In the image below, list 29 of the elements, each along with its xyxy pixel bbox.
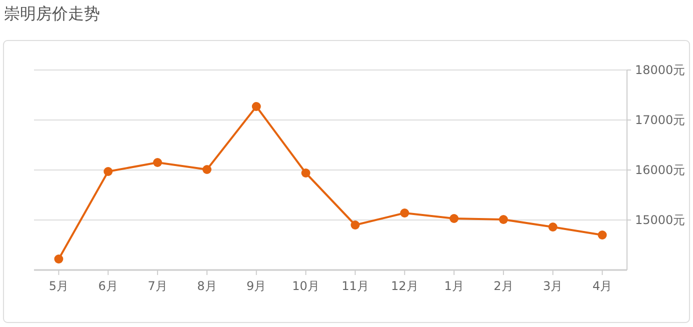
point: [153, 158, 162, 167]
point: [450, 214, 459, 223]
y-tick-label: 17000元: [635, 113, 686, 128]
point: [400, 208, 410, 218]
x-tick-label: 3月: [543, 279, 563, 293]
point: [104, 167, 113, 176]
chart-title: 崇明房价走势: [4, 4, 100, 23]
x-tick-label: 2月: [494, 279, 514, 293]
y-tick-label: 16000元: [635, 163, 686, 178]
point: [252, 102, 261, 111]
y-tick-label: 15000元: [635, 213, 686, 228]
x-tick-label: 8月: [197, 279, 217, 293]
x-tick-label: 4月: [592, 279, 612, 293]
x-tick-label: 5月: [48, 279, 69, 293]
point: [54, 254, 64, 264]
x-tick-label: 10月: [292, 279, 320, 293]
point: [301, 168, 310, 178]
point: [498, 215, 508, 224]
x-tick-label: 6月: [98, 279, 118, 293]
point: [350, 220, 360, 230]
point: [598, 230, 607, 240]
x-tick-label: 12月: [390, 279, 418, 293]
x-tick-label: 9月: [246, 279, 266, 293]
x-tick-label: 7月: [148, 279, 168, 293]
point: [548, 222, 558, 232]
x-tick-label: 11月: [342, 279, 369, 293]
point: [202, 165, 212, 174]
x-tick-label: 1月: [444, 279, 464, 293]
y-tick-label: 18000元: [635, 63, 686, 78]
